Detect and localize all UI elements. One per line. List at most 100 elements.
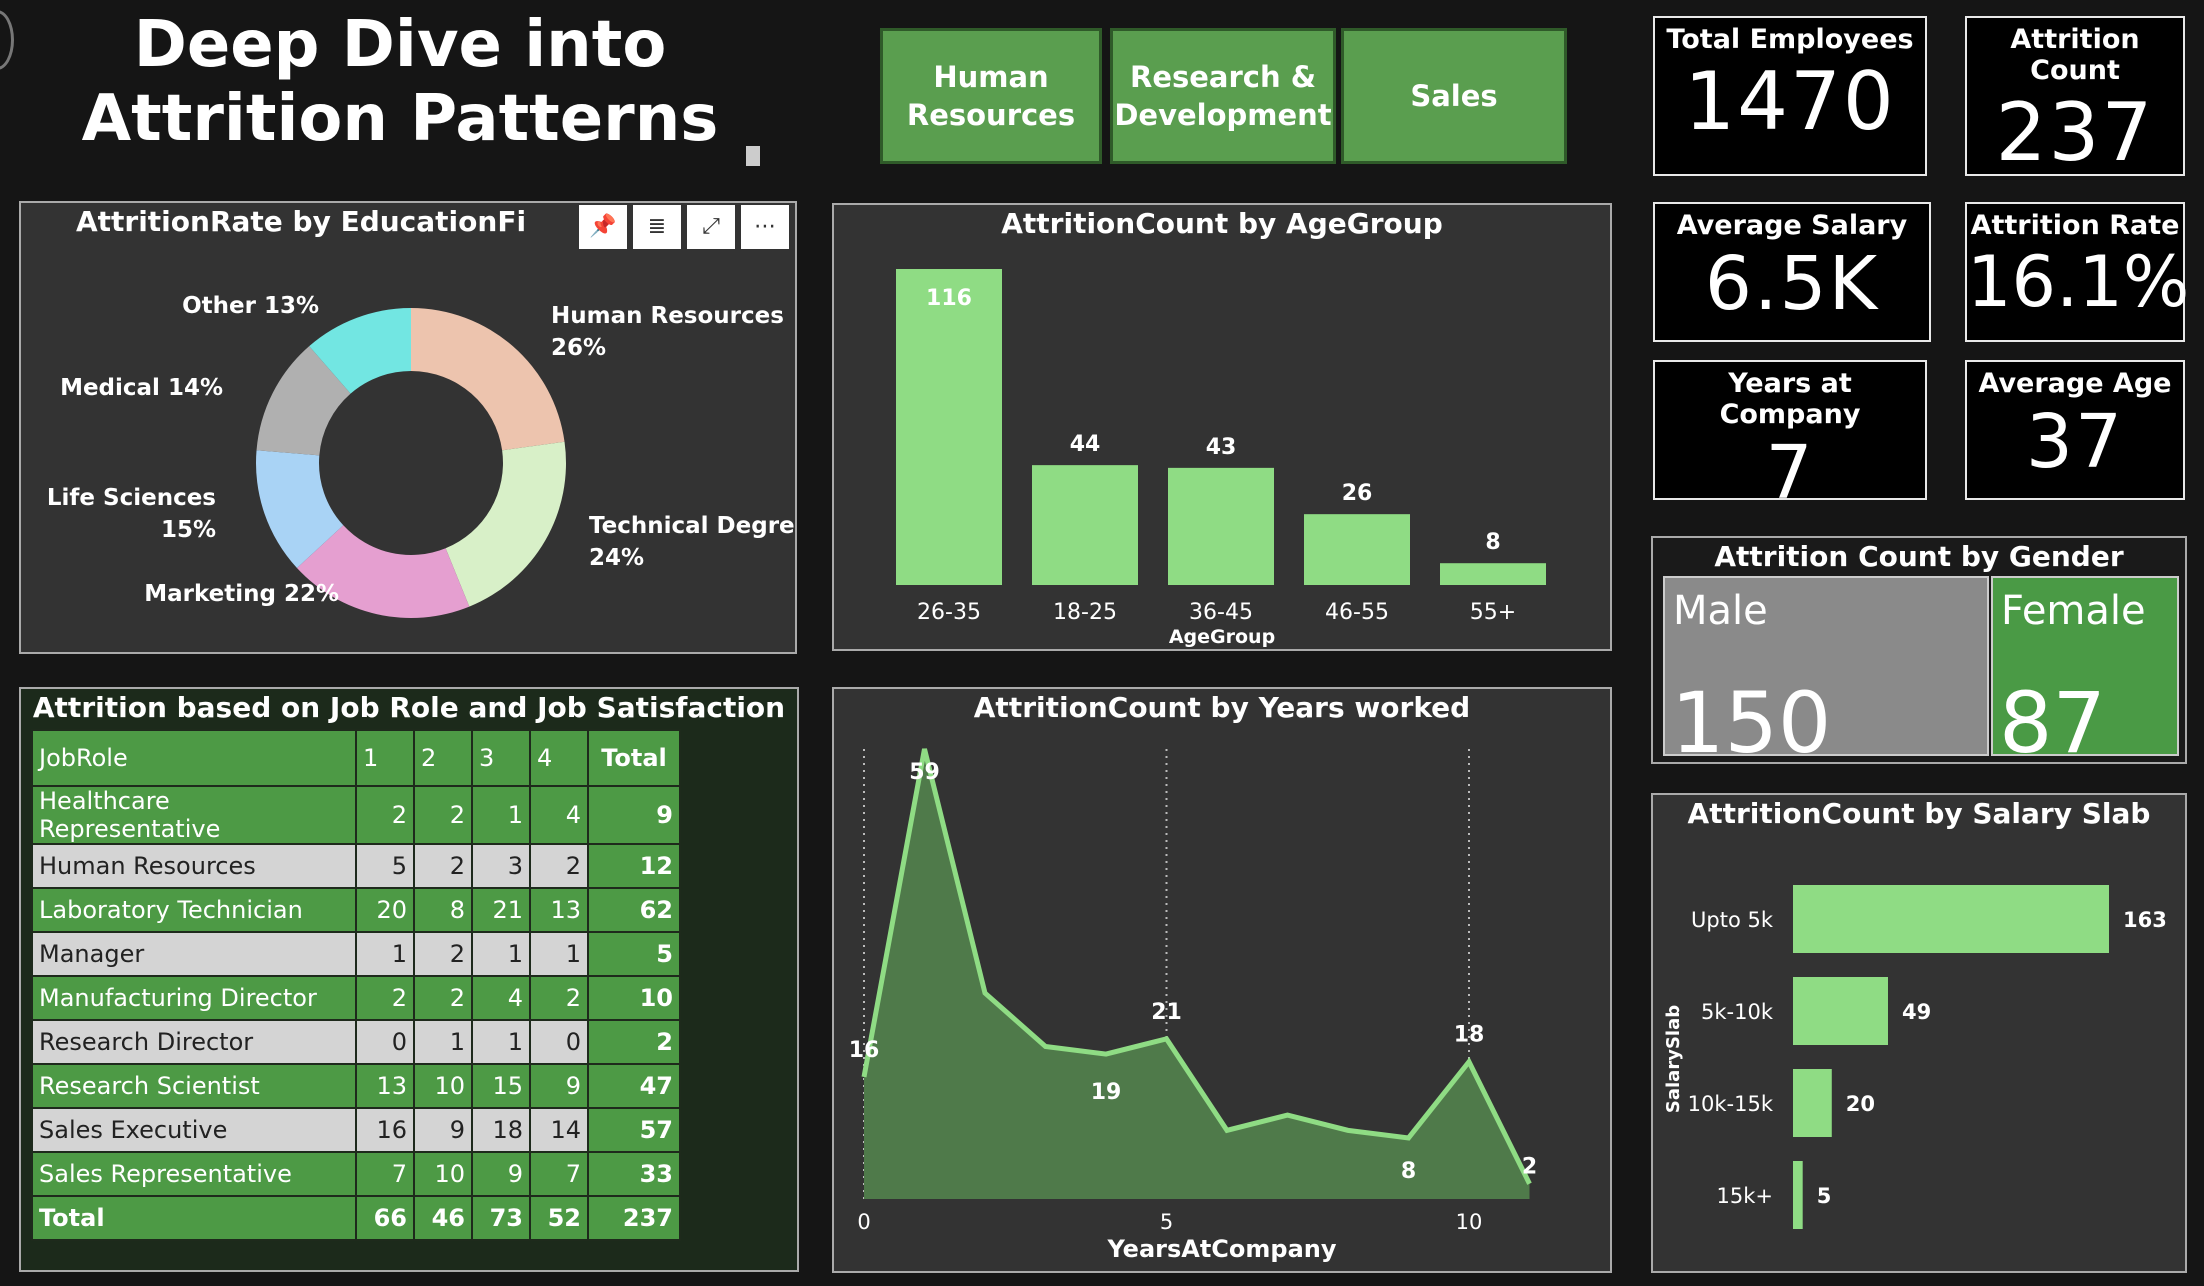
table-cell: 13 (355, 1063, 415, 1109)
table-cell: 16 (355, 1107, 415, 1153)
slicer-human-resources[interactable]: Human Resources (880, 28, 1102, 164)
bar-data-label: 49 (1902, 1000, 1931, 1024)
age-bar (1440, 563, 1546, 585)
kpi-attrition-count: Attrition Count 237 (1965, 16, 2185, 179)
table-row: Laboratory Technician 20 8 21 13 62 (31, 887, 681, 933)
kpi-label: Years at Company (1719, 368, 1861, 430)
table-cell: 12 (587, 843, 681, 889)
table-cell: 2 (413, 785, 473, 845)
table-cell: 5 (355, 843, 415, 889)
area-data-label: 2 (1522, 1155, 1537, 1180)
gender-panel: Attrition Count by Gender Male 150 Femal… (1651, 536, 2187, 772)
x-tick-label: 5 (1160, 1210, 1173, 1234)
table-cell: 3 (471, 843, 531, 889)
table-cell: Research Director (31, 1019, 357, 1065)
pin-icon[interactable]: 📌 (579, 205, 627, 249)
slice-label: Other 13% (182, 293, 319, 319)
area-data-label: 21 (1151, 1000, 1182, 1025)
kpi-label: Total Employees (1666, 24, 1914, 55)
table-row: Manufacturing Director 2 2 4 2 10 (31, 975, 681, 1021)
bar-data-label: 20 (1846, 1092, 1875, 1116)
more-options-icon[interactable]: ⋯ (741, 205, 789, 249)
kpi-label: Average Salary (1676, 210, 1908, 241)
slice-label: Medical 14% (60, 375, 223, 401)
visual-toolbar: 📌 ≣ ⤢ ⋯ (579, 205, 795, 249)
table-cell: 21 (471, 887, 531, 933)
gender-male-tile[interactable]: Male 150 (1663, 576, 1989, 772)
filter-icon[interactable]: ≣ (633, 205, 681, 249)
salary-chart-panel: AttritionCount by Salary Slab 163 Upto 5k… (1651, 793, 2187, 1273)
y-tick-label: 15k+ (1717, 1184, 1773, 1208)
table-cell: Sales Executive (31, 1107, 357, 1153)
table-cell: Sales Representative (31, 1151, 357, 1197)
x-tick-label: 36-45 (1189, 600, 1253, 625)
table-cell: 2 (413, 843, 473, 889)
table-cell: 4 (529, 785, 589, 845)
y-axis-title: SalarySlab (1663, 1005, 1684, 1113)
table-cell: 9 (471, 1151, 531, 1197)
kpi-value: 7 (1765, 430, 1815, 516)
table-header-cell: JobRole (31, 729, 357, 787)
table-cell: 2 (587, 1019, 681, 1065)
x-tick-label: 10 (1456, 1210, 1483, 1234)
kpi-years-at-company: Years at Company 7 (1653, 360, 1927, 516)
table-cell: 9 (529, 1063, 589, 1109)
x-tick-label: 18-25 (1053, 600, 1117, 625)
table-cell: 15 (471, 1063, 531, 1109)
table-header-cell: Total (587, 729, 681, 787)
education-donut-panel: AttritionRate by EducationFi 📌 ≣ ⤢ ⋯ Human … (19, 201, 797, 654)
bar-data-label: 43 (1206, 435, 1237, 460)
slicer-sales[interactable]: Sales (1341, 28, 1567, 164)
slicer-research-development[interactable]: Research & Development (1110, 28, 1336, 164)
panel-title: Attrition based on Job Role and Job Sati… (32, 691, 786, 724)
scroll-indicator (746, 146, 760, 166)
y-tick-label: Upto 5k (1691, 908, 1774, 932)
table-cell: 1 (529, 931, 589, 977)
y-tick-label: 10k-15k (1688, 1092, 1774, 1116)
age-bar (1304, 514, 1410, 585)
table-header-row: JobRole 1 2 3 4 Total (31, 729, 681, 787)
gender-female-tile[interactable]: Female 87 (1991, 576, 2179, 772)
table-cell: 1 (471, 785, 531, 845)
salary-bar (1793, 977, 1888, 1045)
table-cell: Laboratory Technician (31, 887, 357, 933)
slice-label: 24% (589, 545, 644, 571)
donut-slice (445, 441, 566, 607)
bar-data-label: 163 (2123, 908, 2167, 932)
table-cell: 2 (529, 975, 589, 1021)
page-title: Deep Dive into Attrition Patterns (81, 8, 719, 156)
table-header-cell: 3 (471, 729, 531, 787)
table-cell: Healthcare Representative (31, 785, 357, 845)
area-data-label: 8 (1401, 1159, 1416, 1184)
table-row: Manager 1 2 1 1 5 (31, 931, 681, 977)
area-fill (864, 749, 1530, 1199)
table-cell: 5 (587, 931, 681, 977)
back-button[interactable] (0, 10, 14, 70)
table-cell: 8 (413, 887, 473, 933)
focus-mode-icon[interactable]: ⤢ (687, 205, 735, 249)
table-cell: 1 (355, 931, 415, 977)
donut-slice (256, 450, 344, 568)
donut-chart: Human Resources 26% Technical Degree 24% Mar… (47, 293, 795, 618)
jobrole-matrix-table: JobRole 1 2 3 4 Total Healthcare Representativ… (31, 729, 681, 1241)
salary-bar (1793, 885, 2109, 953)
area-data-label: 16 (849, 1038, 880, 1063)
gender-male-label: Male (1673, 588, 1768, 634)
table-cell: 10 (587, 975, 681, 1021)
area-line (861, 748, 1532, 1185)
table-cell: 20 (355, 887, 415, 933)
table-cell: 1 (413, 1019, 473, 1065)
salary-bar (1793, 1161, 1803, 1229)
bar-data-label: 8 (1485, 530, 1500, 555)
table-header-cell: 4 (529, 729, 589, 787)
slice-label: Marketing 22% (144, 581, 339, 607)
table-cell: 0 (529, 1019, 589, 1065)
area-data-label: 18 (1454, 1023, 1485, 1048)
gender-female-value: 87 (1999, 674, 2106, 772)
agegroup-chart-panel: AttritionCount by AgeGroup 116 26-35 44 18-… (832, 203, 1612, 651)
table-cell: 0 (355, 1019, 415, 1065)
table-row: Sales Representative 7 10 9 7 33 (31, 1151, 681, 1197)
x-axis-title: AgeGroup (1169, 626, 1275, 648)
table-cell: 18 (471, 1107, 531, 1153)
panel-title: Attrition Count by Gender (1714, 540, 2124, 573)
